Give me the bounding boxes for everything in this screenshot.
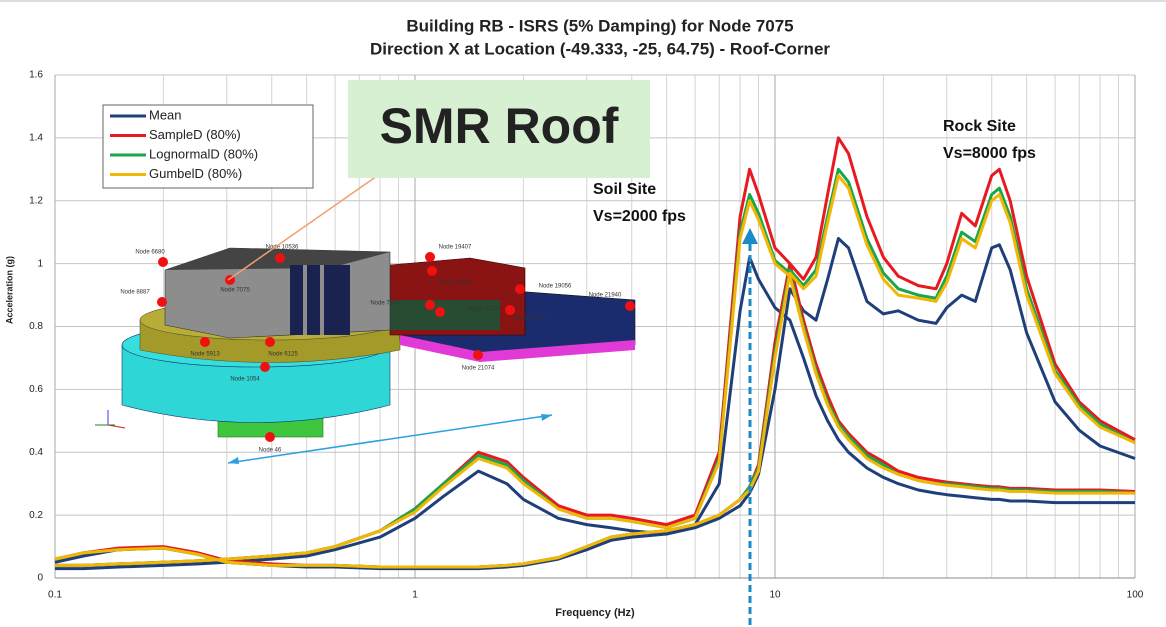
node-label: Node 1054 bbox=[230, 377, 260, 383]
inset-shape bbox=[390, 300, 500, 330]
node-label: Node 22430 bbox=[514, 316, 547, 322]
node-label: Node 19056 bbox=[539, 284, 572, 290]
y-tick-label: 1.4 bbox=[29, 133, 43, 144]
annotation: Vs=2000 fps bbox=[593, 208, 686, 225]
y-tick-label: 1.6 bbox=[29, 70, 43, 81]
y-tick-label: 0.8 bbox=[29, 321, 43, 332]
inset-title: SMR Roof bbox=[380, 98, 619, 154]
node-label: Node 22324 bbox=[469, 307, 502, 313]
node-label: Node 21074 bbox=[462, 366, 495, 372]
node-label: Node 7075 bbox=[220, 288, 250, 294]
node-label: Node 5913 bbox=[190, 352, 220, 358]
y-tick-label: 0.6 bbox=[29, 384, 43, 395]
chart-title: Building RB - ISRS (5% Damping) for Node… bbox=[406, 16, 793, 35]
y-tick-label: 0.2 bbox=[29, 510, 43, 521]
y-tick-label: 1 bbox=[37, 258, 43, 269]
node-label: Node 46 bbox=[259, 448, 282, 454]
chart: 0 0.2 0.4 0.6 0.8 1 1.2 1.4 1.6 0.1 1 10 100 bbox=[0, 0, 1166, 627]
y-tick-label: 0.4 bbox=[29, 447, 43, 458]
x-tick-label: 100 bbox=[1127, 590, 1144, 601]
node-label: Node 7316 bbox=[370, 301, 400, 307]
chart-subtitle: Direction X at Location (-49.333, -25, 6… bbox=[370, 39, 830, 58]
node-label: Node 21940 bbox=[589, 293, 622, 299]
x-axis-label: Frequency (Hz) bbox=[555, 607, 635, 619]
node-label: Node 6680 bbox=[135, 250, 165, 256]
inset-shape bbox=[108, 425, 125, 428]
y-axis-label: Acceleration (g) bbox=[4, 256, 14, 324]
node-label: Node 6125 bbox=[268, 352, 298, 358]
node-label: Node 8887 bbox=[120, 290, 150, 296]
y-tick-label: 1.2 bbox=[29, 195, 43, 206]
legend-label: LognormalD (80%) bbox=[149, 146, 258, 161]
node-label: Node 19553 bbox=[439, 281, 472, 287]
legend-label: GumbelD (80%) bbox=[149, 166, 242, 181]
annotation: Vs=8000 fps bbox=[943, 145, 1036, 162]
y-tick-label: 0 bbox=[37, 573, 43, 584]
x-tick-label: 1 bbox=[412, 590, 418, 601]
x-tick-label: 10 bbox=[769, 590, 781, 601]
x-tick-label: 0.1 bbox=[48, 590, 62, 601]
node-label: Node 19407 bbox=[439, 245, 472, 251]
legend-label: SampleD (80%) bbox=[149, 127, 241, 142]
arrow-head bbox=[742, 228, 758, 244]
annotation: Soil Site bbox=[593, 181, 656, 198]
legend-label: Mean bbox=[149, 107, 182, 122]
annotation: Rock Site bbox=[943, 118, 1016, 135]
